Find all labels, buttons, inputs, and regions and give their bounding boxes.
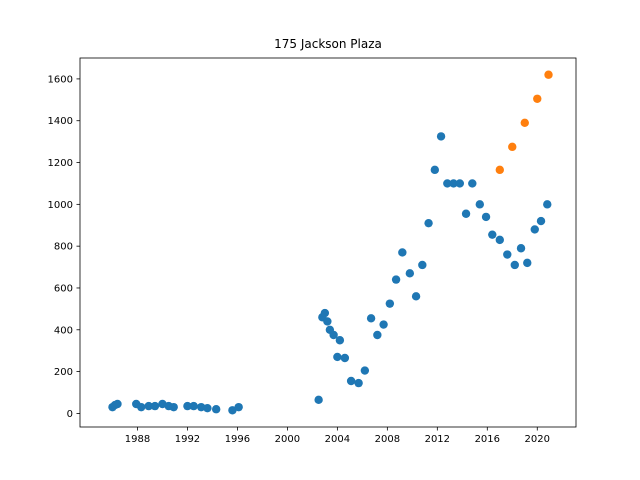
data-point-historical <box>137 402 146 412</box>
data-points <box>108 70 553 415</box>
data-point-projected <box>544 70 553 79</box>
data-point-historical <box>196 402 206 412</box>
data-point-historical <box>228 406 237 415</box>
y-tick-label: 800 <box>54 242 73 253</box>
x-tick-label: 1992 <box>175 434 200 445</box>
data-point-historical <box>398 248 407 257</box>
x-tick-label: 2004 <box>325 434 350 445</box>
data-point-historical <box>523 258 532 268</box>
y-tick-label: 200 <box>54 367 73 378</box>
x-tick-label: 2016 <box>475 434 500 445</box>
data-point-historical <box>516 244 526 253</box>
data-point-historical <box>461 209 471 218</box>
data-point-historical <box>335 336 345 345</box>
chart-title: 175 Jackson Plaza <box>274 37 382 51</box>
data-point-historical <box>418 260 427 270</box>
data-point-historical <box>436 132 446 141</box>
data-point-historical <box>189 401 198 411</box>
data-point-historical <box>346 376 356 386</box>
y-tick-label: 600 <box>54 283 73 294</box>
data-point-historical <box>360 366 370 375</box>
x-tick-label: 2020 <box>525 434 550 445</box>
x-tick-label: 2000 <box>275 434 300 445</box>
data-point-historical <box>385 299 395 308</box>
data-point-historical <box>366 314 376 323</box>
data-point-historical <box>329 330 338 340</box>
data-point-historical <box>113 399 122 409</box>
y-tick-label: 1000 <box>48 200 73 211</box>
data-point-historical <box>150 401 160 411</box>
x-tick-label: 2008 <box>375 434 400 445</box>
y-tick-label: 0 <box>67 409 73 420</box>
y-tick-label: 1600 <box>48 74 73 85</box>
data-point-historical <box>411 292 421 301</box>
data-point-historical <box>503 250 512 259</box>
data-point-historical <box>234 402 243 412</box>
y-tick-label: 1200 <box>48 158 73 169</box>
data-point-historical <box>495 235 504 245</box>
data-point-projected <box>508 142 517 152</box>
data-point-historical <box>543 200 552 209</box>
data-point-historical <box>373 330 382 340</box>
x-tick-label: 1996 <box>225 434 250 445</box>
data-point-projected <box>495 165 504 175</box>
series-projected <box>495 70 553 175</box>
x-tick-label: 1988 <box>125 434 150 445</box>
data-point-historical <box>449 179 458 188</box>
data-point-historical <box>405 269 415 278</box>
data-point-historical <box>536 216 546 226</box>
data-point-historical <box>183 401 192 411</box>
data-point-historical <box>430 165 440 175</box>
axes-ticks: 1988 1992 1996 2000 2004 2008 2012 2016 2020 0 200… <box>48 74 550 445</box>
data-point-historical <box>530 225 539 234</box>
y-tick-label: 400 <box>54 325 73 336</box>
data-point-historical <box>424 218 433 228</box>
data-point-historical <box>475 200 484 209</box>
data-point-projected <box>520 118 529 128</box>
data-point-historical <box>314 395 323 405</box>
data-point-historical <box>481 212 491 222</box>
data-point-historical <box>203 403 212 413</box>
data-point-historical <box>144 401 153 411</box>
data-point-historical <box>323 317 332 326</box>
data-point-historical <box>443 179 452 188</box>
data-point-historical <box>211 405 221 414</box>
data-point-historical <box>510 260 519 270</box>
plot-frame <box>79 57 577 428</box>
data-point-projected <box>533 94 542 103</box>
data-point-historical <box>391 275 401 284</box>
y-tick-label: 1400 <box>48 116 73 127</box>
data-point-historical <box>320 308 330 318</box>
data-point-historical <box>455 179 465 188</box>
data-point-historical <box>468 179 477 188</box>
data-point-historical <box>354 378 363 388</box>
data-point-historical <box>488 230 497 239</box>
data-point-historical <box>340 353 350 363</box>
data-point-historical <box>169 402 178 412</box>
data-point-historical <box>379 320 388 329</box>
series-historical <box>108 132 552 415</box>
x-tick-label: 2012 <box>425 434 450 445</box>
data-point-historical <box>333 352 342 362</box>
